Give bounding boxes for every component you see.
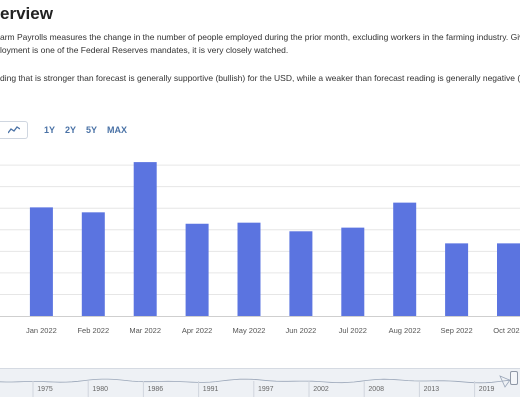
chart-navigator[interactable]: 1975 1980 1986 1991 1997 2002 2008 2013 2019: [0, 368, 520, 397]
x-tick-label: May 2022: [233, 326, 266, 335]
chart-bar[interactable]: [497, 243, 520, 316]
navigator-year-label: 1997: [258, 386, 274, 393]
overview-text-line: arm Payrolls measures the change in the …: [0, 32, 520, 42]
chart-bar[interactable]: [237, 222, 261, 316]
overview-text-line: loyment is one of the Federal Reserves m…: [0, 45, 289, 55]
chart-bar[interactable]: [393, 202, 417, 316]
range-2y-button[interactable]: 2Y: [65, 125, 77, 135]
overview-heading: erview: [0, 4, 53, 23]
chart-bar[interactable]: [445, 243, 469, 316]
chart-type-button[interactable]: [0, 121, 28, 139]
navigator-series-line: [0, 375, 512, 388]
x-tick-label: Aug 2022: [389, 326, 421, 335]
chart-bar[interactable]: [289, 231, 313, 316]
chart-bar[interactable]: [29, 207, 53, 316]
navigator-year-label: 2008: [368, 386, 384, 393]
chart-bar[interactable]: [81, 212, 105, 316]
chart-bar[interactable]: [341, 227, 365, 316]
overview-text-line: ding that is stronger than forecast is g…: [0, 73, 520, 83]
navigator-year-label: 1991: [203, 386, 219, 393]
x-tick-label: Sep 2022: [441, 326, 473, 335]
navigator-handle[interactable]: [510, 371, 518, 385]
navigator-year-label: 2002: [313, 386, 329, 393]
range-max-button[interactable]: MAX: [107, 125, 128, 135]
navigator-year-label: 2013: [424, 386, 440, 393]
x-tick-label: Jan 2022: [26, 326, 57, 335]
range-1y-button[interactable]: 1Y: [44, 125, 56, 135]
x-tick-label: Feb 2022: [77, 326, 109, 335]
x-tick-label: Mar 2022: [129, 326, 161, 335]
navigator-year-label: 1975: [37, 386, 53, 393]
x-tick-label: Apr 2022: [182, 326, 212, 335]
chart-bar[interactable]: [185, 223, 209, 316]
line-chart-icon: [7, 126, 20, 134]
navigator-year-label: 1980: [92, 386, 108, 393]
x-tick-label: Jun 2022: [285, 326, 316, 335]
navigator-canvas: 1975 1980 1986 1991 1997 2002 2008 2013 2019: [0, 375, 512, 397]
x-tick-label: Oct 2022: [493, 326, 520, 335]
chart-bar[interactable]: [133, 162, 157, 316]
navigator-year-label: 1986: [148, 386, 164, 393]
chart-toolbar: 1Y 2Y 5Y MAX: [0, 121, 127, 139]
x-tick-label: Jul 2022: [339, 326, 367, 335]
range-5y-button[interactable]: 5Y: [86, 125, 98, 135]
navigator-year-label: 2019: [479, 386, 495, 393]
